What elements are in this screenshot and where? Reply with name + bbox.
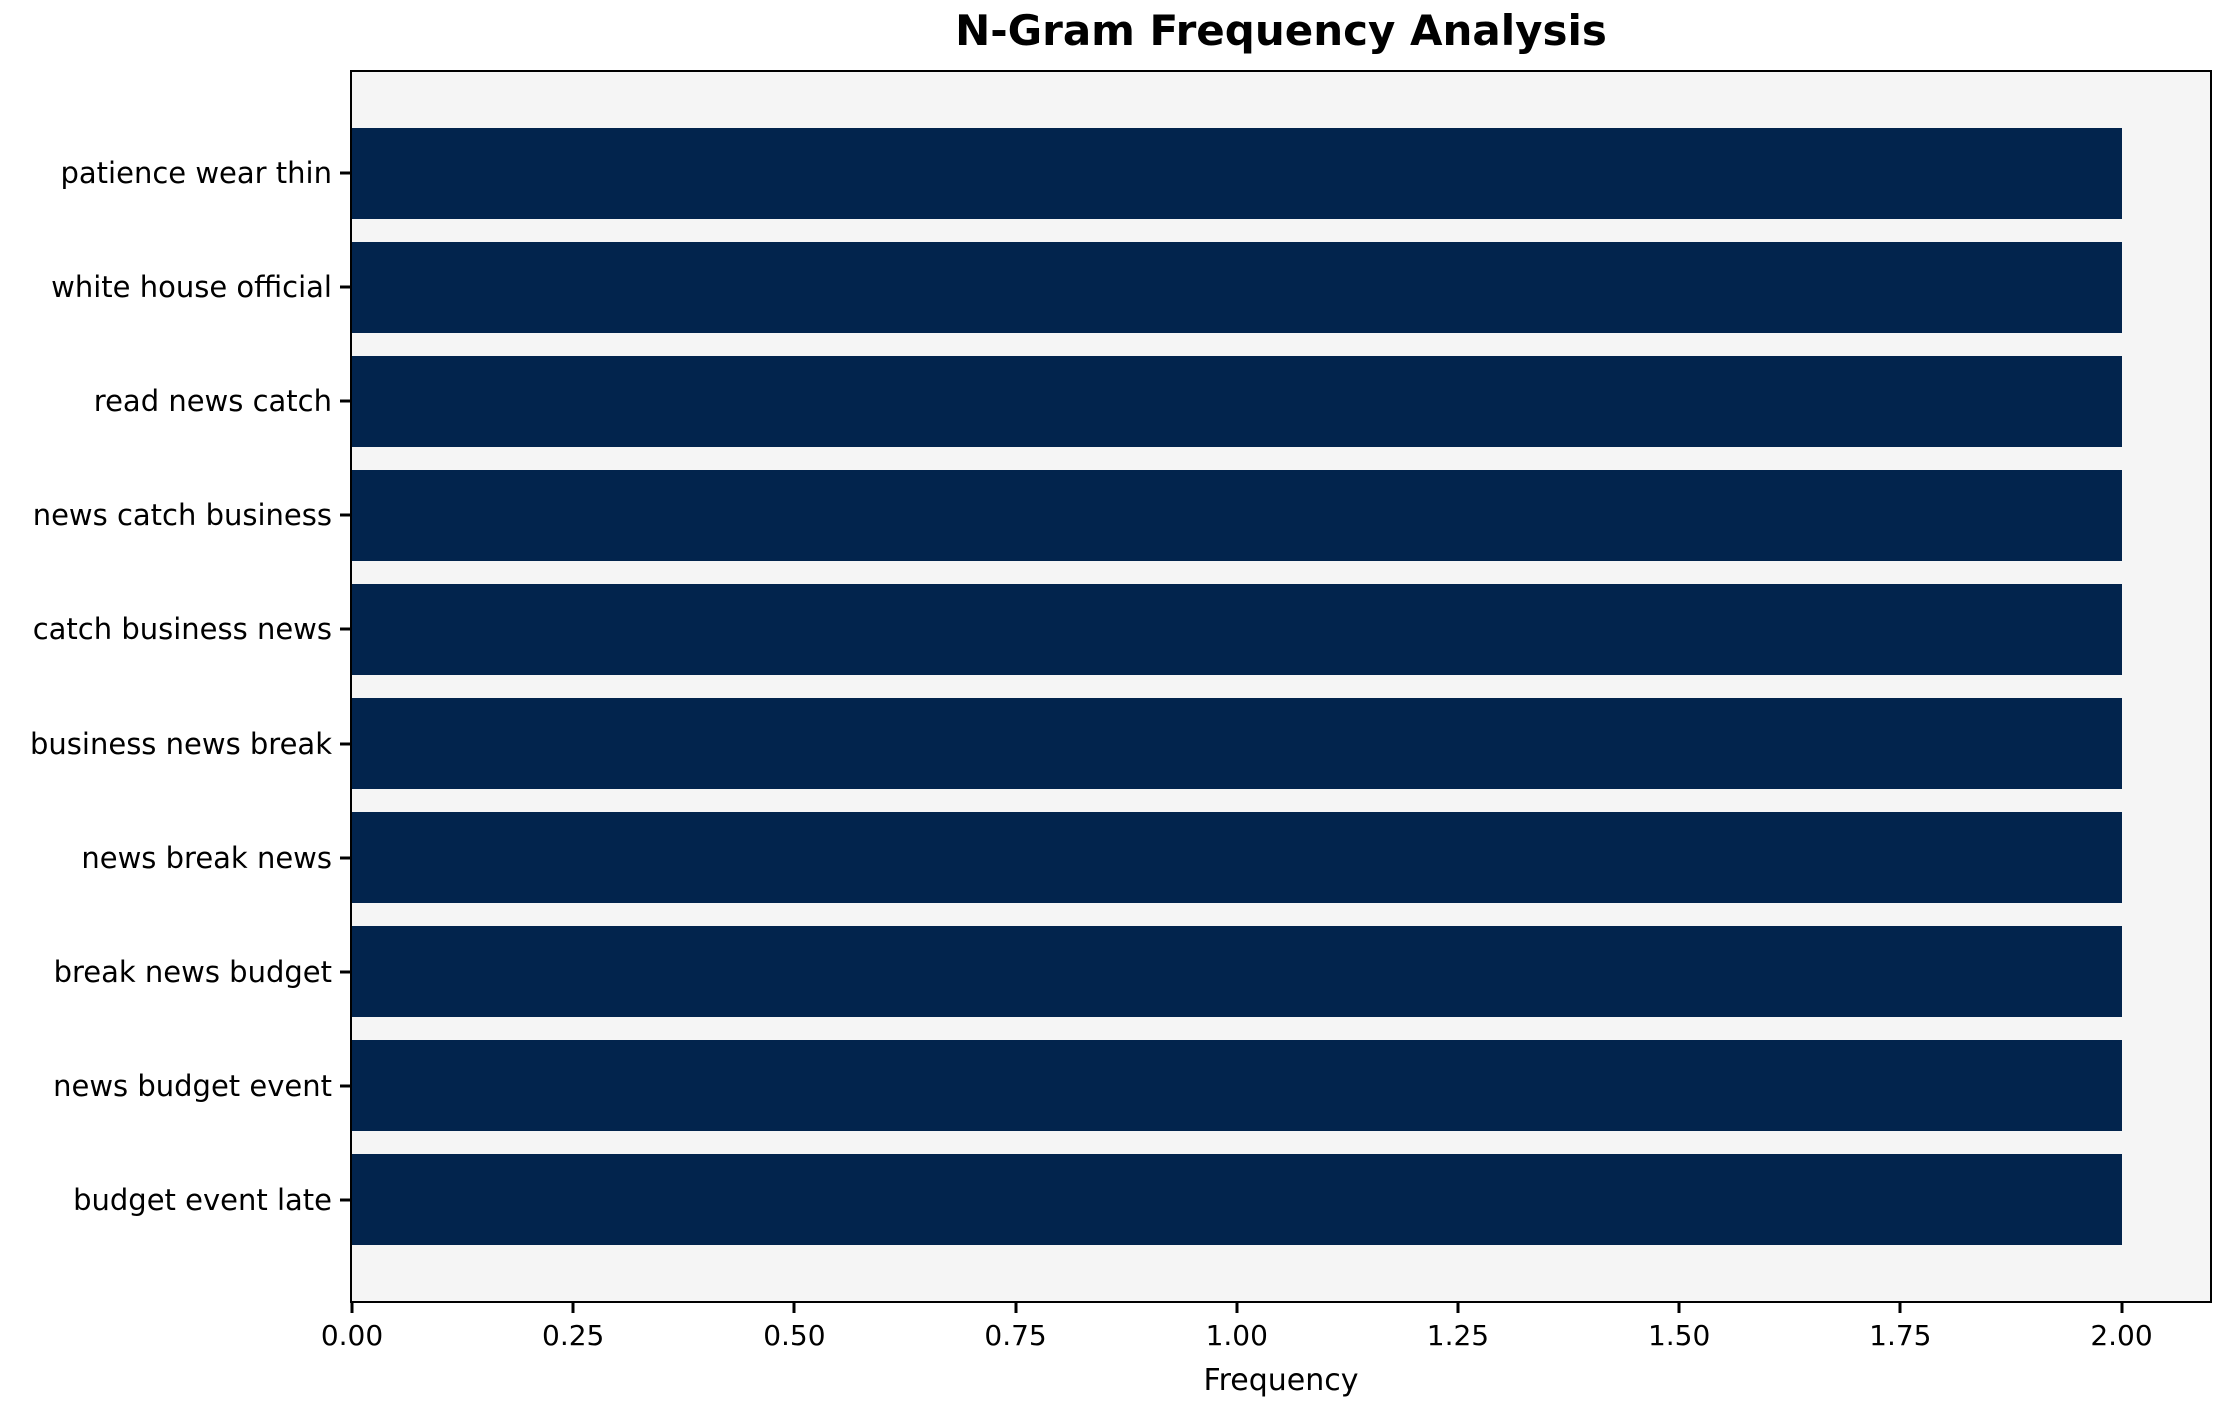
x-tick-mark — [1898, 1303, 1902, 1313]
chart-title: N-Gram Frequency Analysis — [955, 6, 1607, 55]
y-tick-mark — [340, 856, 350, 859]
y-tick-label: catch business news — [32, 612, 332, 647]
bar — [352, 925, 2122, 1018]
y-tick-mark — [340, 1198, 350, 1202]
x-tick-label: 1.00 — [1205, 1319, 1268, 1352]
y-tick-label: white house official — [51, 270, 332, 305]
bar — [352, 811, 2122, 904]
bar — [352, 697, 2122, 790]
y-tick-label: news catch business — [32, 498, 332, 533]
y-tick-mark — [340, 970, 350, 974]
y-tick-mark — [340, 171, 350, 175]
bar — [352, 583, 2122, 676]
y-tick-mark — [340, 513, 350, 517]
bar — [352, 127, 2122, 220]
x-tick-label: 0.00 — [320, 1319, 384, 1352]
x-tick-mark — [350, 1303, 354, 1313]
x-tick-label: 0.25 — [542, 1319, 605, 1352]
y-tick-label: break news budget — [53, 954, 332, 989]
x-tick-label: 1.75 — [1869, 1319, 1932, 1352]
x-tick-mark — [571, 1303, 575, 1313]
x-tick-label: 2.00 — [2090, 1319, 2153, 1352]
bar — [352, 1039, 2122, 1132]
x-tick-label: 0.50 — [763, 1319, 826, 1352]
x-axis-label: Frequency — [1203, 1363, 1359, 1398]
y-tick-label: budget event late — [73, 1182, 332, 1217]
bar — [352, 1153, 2122, 1246]
x-tick-mark — [1456, 1303, 1460, 1313]
plot-area — [350, 70, 2212, 1303]
x-tick-mark — [1014, 1303, 1018, 1313]
x-tick-label: 0.75 — [984, 1319, 1047, 1352]
y-tick-mark — [340, 742, 350, 745]
y-tick-label: read news catch — [93, 384, 332, 419]
y-tick-label: business news break — [30, 726, 332, 761]
x-tick-label: 1.50 — [1647, 1319, 1711, 1352]
y-tick-mark — [340, 1084, 350, 1088]
bar — [352, 469, 2122, 562]
x-tick-mark — [792, 1303, 796, 1313]
y-tick-label: news break news — [81, 840, 332, 875]
y-tick-label: patience wear thin — [60, 156, 333, 191]
bar — [352, 241, 2122, 334]
y-tick-label: news budget event — [53, 1068, 332, 1103]
x-tick-mark — [1235, 1303, 1239, 1313]
y-tick-mark — [340, 627, 350, 631]
y-tick-mark — [340, 285, 350, 289]
x-tick-mark — [1677, 1303, 1681, 1313]
x-tick-label: 1.25 — [1426, 1319, 1490, 1352]
x-tick-mark — [2120, 1303, 2124, 1313]
bar — [352, 355, 2122, 448]
y-tick-mark — [340, 399, 350, 403]
